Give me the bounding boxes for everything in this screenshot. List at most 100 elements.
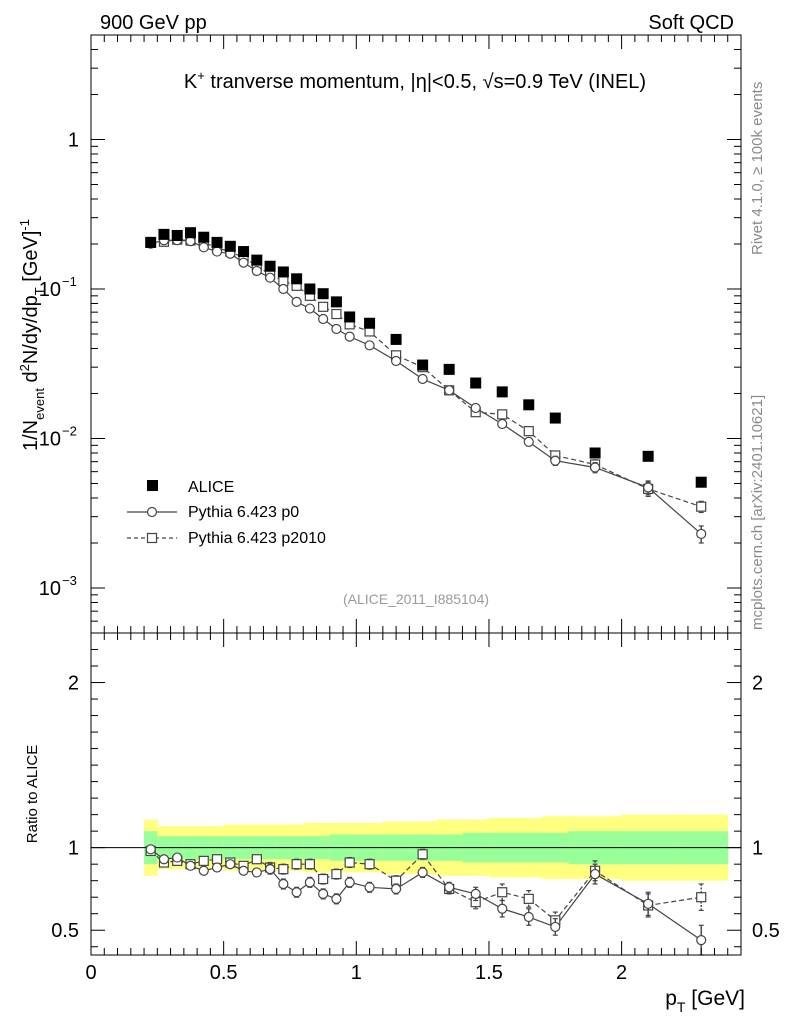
ratio-point-p0: [331, 893, 342, 904]
point-p0: [304, 303, 315, 314]
main-ytick-label: 10: [39, 428, 61, 450]
point-p2010: [696, 501, 707, 512]
point-p0: [696, 528, 707, 540]
point-alice: [145, 236, 157, 248]
point-alice: [304, 283, 316, 295]
point-alice: [443, 363, 455, 375]
ratio-point-p2010: [304, 859, 315, 870]
main-ytick-exponent: −2: [62, 423, 77, 438]
ratio-plot-data: [145, 844, 707, 956]
point-alice: [171, 229, 183, 241]
point-p0: [470, 402, 481, 414]
ratio-point-p0: [278, 878, 289, 890]
ratio-point-p0: [417, 867, 428, 878]
point-p0: [318, 313, 329, 325]
point-alice: [198, 231, 210, 243]
main-ytick-exponent: −1: [62, 274, 77, 289]
ratio-point-p0: [318, 888, 329, 900]
xtick-label: 1: [351, 962, 362, 984]
point-p0: [391, 355, 402, 367]
ratio-point-p0: [643, 898, 654, 909]
ratio-point-p2010: [364, 859, 375, 870]
ratio-point-p0: [158, 854, 170, 865]
header-right: Soft QCD: [648, 12, 734, 34]
main-panel: 10 −310 −210 −11 K+ tranverse momentum, |η|…: [17, 34, 742, 634]
header-left: 900 GeV pp: [100, 12, 207, 34]
point-alice: [589, 447, 601, 459]
point-alice: [523, 399, 535, 411]
point-p0: [198, 242, 209, 253]
ratio-point-p0: [391, 883, 402, 895]
ratio-frame: [90, 632, 742, 956]
point-alice: [642, 450, 654, 462]
ratio-point-p0: [145, 844, 156, 855]
point-p0: [589, 462, 601, 473]
point-p0: [264, 272, 276, 283]
point-p2010: [523, 426, 534, 437]
ratio-axes: 0.5 0.5 1 1 2 2 0 0.5 1 1.5 2: [51, 633, 780, 984]
ratio-point-p2010: [278, 864, 289, 875]
ratio-point-p2010: [211, 854, 223, 865]
ratio-point-p0: [364, 882, 375, 893]
point-alice: [251, 254, 263, 266]
ratio-point-p2010: [497, 887, 508, 898]
point-p0: [291, 296, 302, 307]
main-ytick-label: 10: [39, 279, 61, 301]
point-alice: [317, 288, 329, 300]
ratio-point-p0: [550, 921, 561, 933]
point-alice: [496, 386, 508, 398]
point-alice: [330, 296, 342, 308]
ratio-point-p0: [696, 935, 707, 946]
point-p0: [523, 436, 534, 447]
ratio-point-p0: [304, 877, 315, 888]
point-alice: [277, 266, 289, 278]
point-alice: [211, 236, 223, 248]
ratio-point-p0: [589, 868, 601, 880]
point-alice: [238, 246, 250, 258]
point-p2010: [331, 308, 342, 320]
analysis-watermark: (ALICE_2011_I885104): [343, 591, 489, 607]
ratio-panel: 0.5 0.5 1 1 2 2 0 0.5 1 1.5 2 Ratio to ALICE pT [G…: [24, 632, 780, 1015]
main-plot-data: [145, 227, 707, 544]
ratio-point-p0: [251, 867, 262, 878]
ratio-point-p0: [523, 911, 534, 923]
point-p0: [238, 257, 249, 268]
ratio-point-p0: [185, 860, 196, 871]
point-p0: [364, 340, 375, 351]
main-ytick-exponent: −3: [62, 573, 77, 588]
ratio-ytick-label-left: 0.5: [51, 920, 79, 942]
point-alice: [184, 227, 196, 239]
point-alice: [695, 476, 707, 488]
ratio-point-p2010: [417, 849, 428, 860]
ratio-point-p0: [211, 862, 223, 873]
ratio-point-p2010: [344, 857, 355, 868]
ratio-point-p2010: [251, 854, 262, 865]
point-alice: [470, 377, 482, 389]
xtick-label: 0.5: [210, 962, 238, 984]
ratio-point-p0: [238, 865, 249, 876]
point-p2010: [497, 409, 508, 420]
ratio-ytick-label-right: 0.5: [752, 920, 780, 942]
legend-marker-p0: [146, 506, 158, 518]
xlabel: pT [GeV]: [665, 987, 745, 1015]
point-p0: [331, 323, 342, 335]
main-ytick-label: 10: [39, 578, 61, 600]
point-p2010: [318, 301, 329, 312]
ratio-point-p0: [291, 887, 302, 898]
mcplots-label: mcplots.cern.ch [arXiv:2401.10621]: [749, 395, 766, 630]
rivet-label: Rivet 4.1.0, ≥ 100k events: [749, 82, 766, 255]
legend-label-p0: Pythia 6.423 p0: [188, 504, 299, 521]
ratio-ytick-label-right: 2: [752, 673, 763, 695]
point-alice: [364, 317, 376, 329]
ratio-point-p0: [344, 877, 355, 888]
point-p0: [278, 283, 289, 295]
ratio-ytick-label-left: 2: [68, 673, 79, 695]
ratio-point-p0: [497, 903, 508, 914]
point-p0: [211, 246, 223, 257]
point-p0: [643, 482, 654, 493]
point-p0: [444, 385, 455, 396]
ratio-ylabel: Ratio to ALICE: [24, 745, 41, 843]
main-ylabel: 1/Nevent d2N/dy/dpT [GeV]-1: [17, 219, 47, 451]
ratio-point-p2010: [331, 868, 342, 880]
